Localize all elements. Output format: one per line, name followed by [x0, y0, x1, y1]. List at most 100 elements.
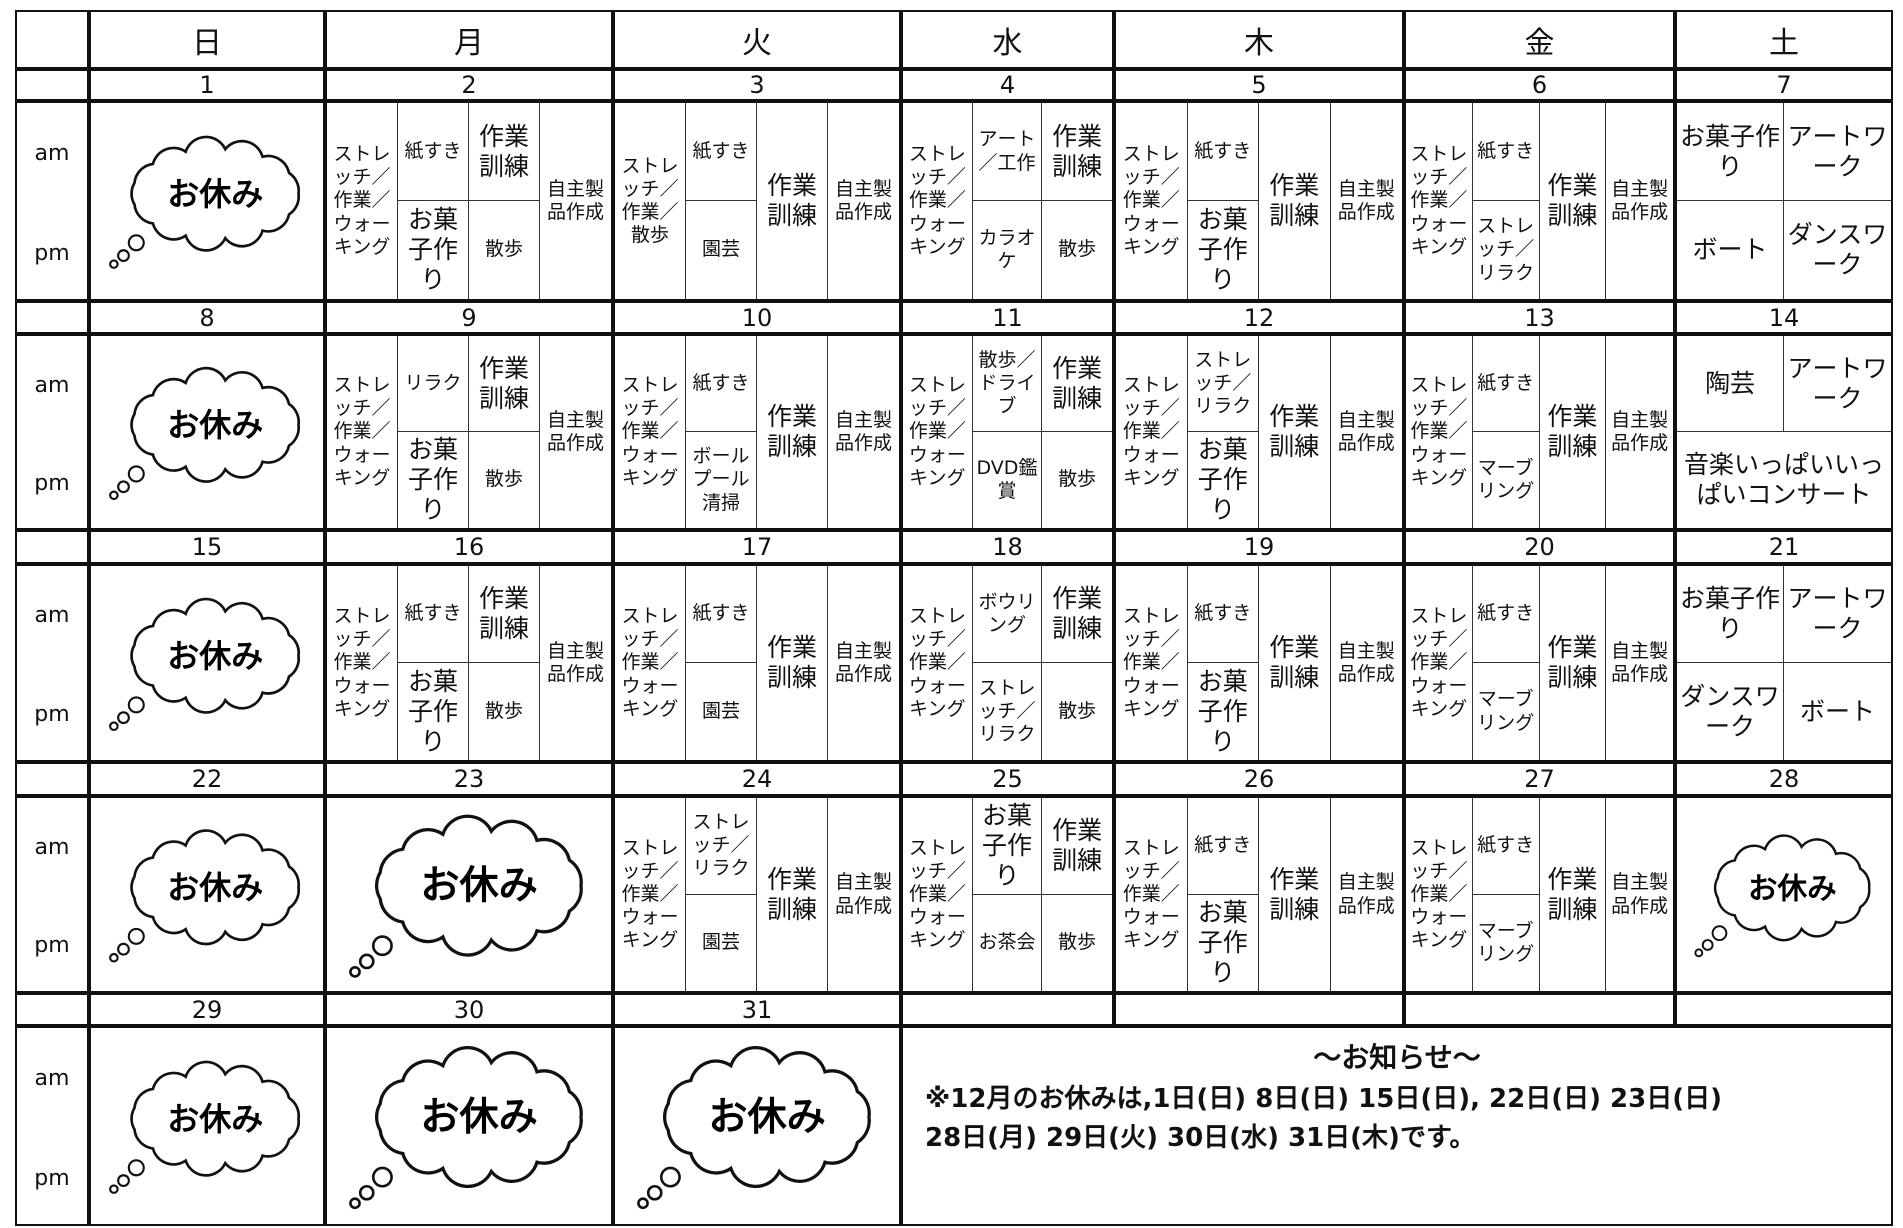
activity-text: ストレッチ／作業／ウォーキング	[1122, 605, 1180, 720]
cloud-bubble	[1701, 938, 1714, 951]
activity-full: ストレッチ／作業／ウォーキング	[1116, 566, 1188, 760]
date-cell: 1	[89, 69, 325, 101]
cloud-bubble	[109, 952, 119, 963]
activity-text: ボート	[1692, 235, 1768, 264]
activity-text: ストレッチ／作業／ウォーキング	[1410, 143, 1468, 258]
date-cell	[1675, 993, 1893, 1026]
activity-full: 自主製品作成	[1606, 566, 1673, 760]
activity-pm: DVD鑑賞	[973, 432, 1043, 528]
date-number: 10	[741, 303, 773, 332]
date-cell: 6	[1404, 69, 1675, 101]
date-number: 27	[1524, 765, 1555, 793]
activity-text: お菓子作り	[1197, 666, 1248, 756]
cloud-bubble	[359, 1184, 375, 1201]
day-cell: ストレッチ／作業／ウォーキング 散歩／ドライブ DVD鑑賞 作業訓練 散歩	[901, 334, 1114, 530]
activity-pm: お菓子作り	[398, 663, 469, 760]
activity-text: 作業訓練	[478, 353, 529, 413]
notice-line: 28日(月) 29日(火) 30日(水) 31日(木)です。	[925, 1123, 1476, 1153]
label-date-cell	[15, 993, 89, 1026]
activity-text: 園芸	[701, 931, 740, 954]
notice-box: ～お知らせ～ ※12月のお休みは,1日(日) 8日(日) 15日(日), 22日(…	[901, 1026, 1893, 1226]
activity-full: 自主製品作成	[1331, 798, 1403, 991]
pm-label: pm	[34, 470, 70, 496]
date-number: 13	[1524, 303, 1555, 332]
activity-text: 紙すき	[1194, 139, 1252, 162]
day-cell: ストレッチ／作業／ウォーキング ボウリング ストレッチ／リラク 作業訓練 散歩	[901, 564, 1114, 762]
activity-text: ストレッチ／作業／ウォーキング	[1122, 374, 1180, 489]
cloud-bubble	[109, 721, 119, 731]
activity-text: アートワーク	[1787, 353, 1888, 413]
day-cell: お休み	[89, 334, 325, 530]
activity-pm: 音楽いっぱいいっぱいコンサート	[1677, 432, 1891, 528]
activity-text: ストレッチ／作業／ウォーキング	[1122, 143, 1180, 258]
day-cell: ストレッチ／作業／ウォーキング アート／工作 カラオケ 作業訓練 散歩	[901, 101, 1114, 301]
date-number: 20	[1524, 533, 1555, 561]
activity-pm: ボート	[1784, 663, 1891, 760]
activity-text: ダンスワーク	[1680, 681, 1780, 741]
date-cell: 14	[1675, 301, 1893, 334]
activity-am: 作業訓練	[469, 103, 540, 201]
cloud-wrap: お休み	[327, 798, 611, 991]
am-label: am	[34, 834, 70, 860]
cloud-bubble	[109, 259, 119, 269]
notice-line: ※12月のお休みは,1日(日) 8日(日) 15日(日), 22日(日) 23日…	[925, 1084, 1722, 1114]
weekday-label: 日	[192, 25, 222, 61]
activity-am: 作業訓練	[1042, 103, 1112, 201]
activity-text: ストレッチ／作業／散歩	[621, 154, 679, 247]
activity-am: 紙すき	[686, 566, 757, 663]
am-label: am	[34, 372, 70, 398]
date-cell	[1404, 993, 1675, 1026]
activity-pm: お菓子作り	[398, 201, 469, 299]
activity-text: ボウリング	[978, 590, 1036, 636]
day-cell: お休み	[89, 101, 325, 301]
activity-text: アート／工作	[978, 128, 1036, 174]
activity-am: 作業訓練	[1042, 798, 1112, 895]
day-cell: ストレッチ／作業／散歩 紙すき 園芸 作業訓練 自主製品作成	[613, 101, 901, 301]
date-number: 12	[1243, 303, 1275, 332]
activity-am: 散歩／ドライブ	[972, 336, 1043, 432]
date-cell: 26	[1114, 762, 1404, 796]
activity-full: 作業訓練	[1540, 336, 1607, 528]
activity-text: ストレッチ／作業／ウォーキング	[908, 605, 966, 720]
activity-pm: お菓子作り	[1188, 894, 1259, 991]
activity-am: 作業訓練	[469, 336, 540, 432]
date-number: 28	[1768, 765, 1800, 793]
cloud-bubble	[1693, 948, 1703, 957]
cloud: お休み	[637, 1045, 872, 1209]
activity-text: 散歩	[484, 238, 523, 261]
day-cell: お休み	[89, 796, 325, 993]
pm-label: pm	[34, 702, 70, 727]
date-cell: 9	[325, 301, 613, 334]
activity-text: 園芸	[701, 699, 740, 722]
day-cell: ストレッチ／作業／ウォーキング ストレッチ／リラク お菓子作り 作業訓練 自主製品作成	[1114, 334, 1404, 530]
weekday-cell: 水	[901, 10, 1114, 69]
cloud-wrap: お休み	[91, 336, 323, 528]
off-label: お休み	[1748, 871, 1837, 905]
date-number: 30	[453, 995, 485, 1024]
activity-pm: 散歩	[1042, 895, 1112, 992]
cloud-wrap: お休み	[615, 1028, 899, 1224]
activity-text: アートワーク	[1787, 584, 1888, 643]
cloud-bubble	[128, 1159, 146, 1177]
date-number: 2	[461, 71, 477, 99]
activity-text: 自主製品作成	[546, 408, 604, 454]
cloud-bubble	[128, 696, 146, 714]
activity-text: 自主製品作成	[834, 408, 892, 454]
activity-pm: 散歩	[469, 201, 540, 299]
activity-pm: 園芸	[686, 894, 757, 991]
date-cell: 5	[1114, 69, 1404, 101]
activity-pm: 園芸	[686, 201, 757, 299]
activity-full: 作業訓練	[1540, 798, 1607, 991]
activity-full: 自主製品作成	[828, 336, 899, 528]
cloud-wrap: お休み	[91, 566, 323, 760]
weekday-cell: 土	[1675, 10, 1893, 69]
activity-am: 紙すき	[686, 336, 757, 432]
date-number: 6	[1531, 71, 1548, 99]
day-cell: ストレッチ／作業／ウォーキング 紙すき お菓子作り 作業訓練 自主製品作成	[1114, 796, 1404, 993]
activity-text: 紙すき	[1194, 834, 1252, 857]
day-cell: お菓子作り アートワーク ダンスワーク ボート	[1675, 564, 1893, 762]
cloud: お休み	[109, 135, 301, 269]
activity-text: ストレッチ／リラク	[1194, 348, 1252, 418]
activity-pm: ボールプール清掃	[686, 432, 757, 528]
